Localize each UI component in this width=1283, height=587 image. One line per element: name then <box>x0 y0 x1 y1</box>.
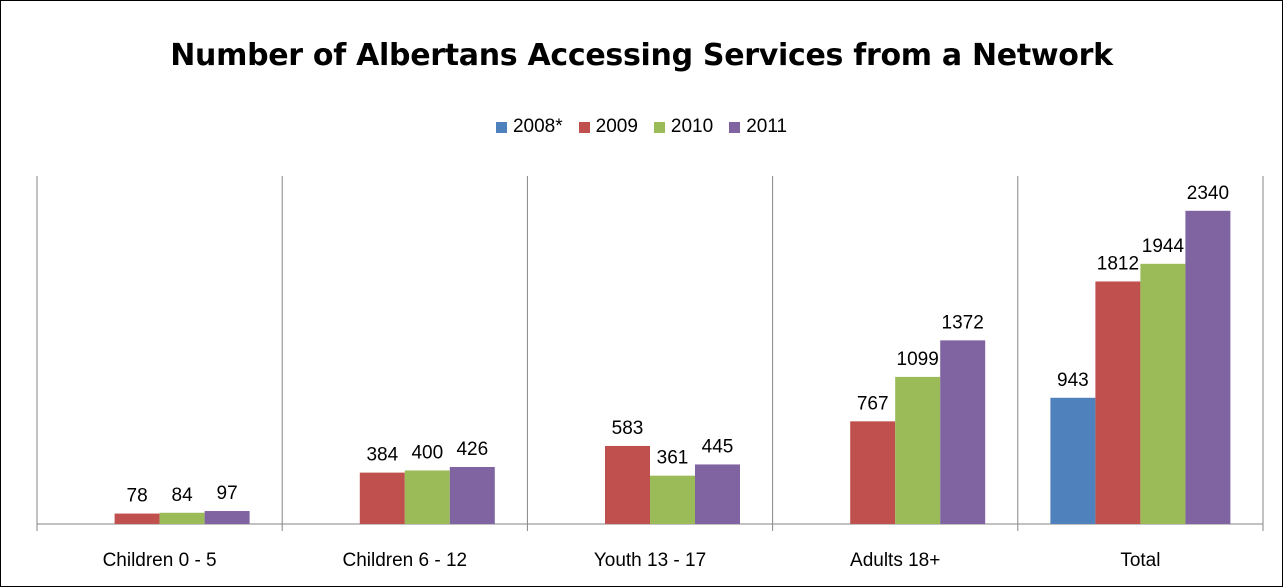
data-label: 97 <box>217 483 238 504</box>
bar <box>1095 281 1141 524</box>
legend-label: 2008* <box>512 116 563 137</box>
legend-item: 2010 <box>653 116 714 138</box>
legend-item: 2011 <box>729 116 787 138</box>
legend-swatch <box>729 121 741 133</box>
bar <box>850 421 896 524</box>
bar <box>114 513 160 524</box>
legend-swatch <box>495 121 507 133</box>
category-label: Children 6 - 12 <box>342 550 467 571</box>
data-label: 361 <box>657 448 689 469</box>
data-label: 2340 <box>1187 183 1229 204</box>
data-label: 1372 <box>942 312 984 333</box>
category-label: Youth 13 - 17 <box>594 550 706 571</box>
data-label: 1812 <box>1097 253 1139 274</box>
bar <box>1140 263 1186 524</box>
bar <box>650 475 695 524</box>
data-label: 384 <box>366 445 398 466</box>
bar <box>204 511 250 524</box>
bar <box>940 340 986 524</box>
data-label: 445 <box>702 436 734 457</box>
category-label: Total <box>1120 550 1160 571</box>
category-label: Children 0 - 5 <box>103 550 217 571</box>
bar <box>159 512 205 524</box>
bar <box>895 376 941 524</box>
legend-swatch <box>653 121 665 133</box>
legend-swatch <box>578 121 590 133</box>
bar <box>605 445 650 524</box>
bar <box>404 470 450 524</box>
data-label: 84 <box>172 485 194 506</box>
bar <box>449 466 495 524</box>
bar <box>1185 210 1231 525</box>
legend-label: 2009 <box>595 116 638 137</box>
data-label: 943 <box>1057 370 1089 391</box>
data-label: 400 <box>411 442 443 463</box>
bar <box>1050 397 1096 524</box>
bar <box>695 464 740 524</box>
data-label: 426 <box>456 439 488 460</box>
bar <box>359 472 405 524</box>
chart-title: Number of Albertans Accessing Services f… <box>170 38 1113 73</box>
data-label: 767 <box>857 393 889 414</box>
legend-item: 2009 <box>578 116 638 138</box>
category-label: Adults 18+ <box>850 550 940 571</box>
legend-item: 2008* <box>495 116 563 138</box>
data-label: 78 <box>127 486 148 507</box>
data-label: 1944 <box>1142 236 1185 257</box>
data-label: 583 <box>612 418 644 439</box>
chart-legend: 2008* 2009 2010 2011 <box>0 116 1283 138</box>
legend-label: 2010 <box>670 116 714 137</box>
data-label: 1099 <box>897 349 939 370</box>
legend-label: 2011 <box>746 116 788 137</box>
